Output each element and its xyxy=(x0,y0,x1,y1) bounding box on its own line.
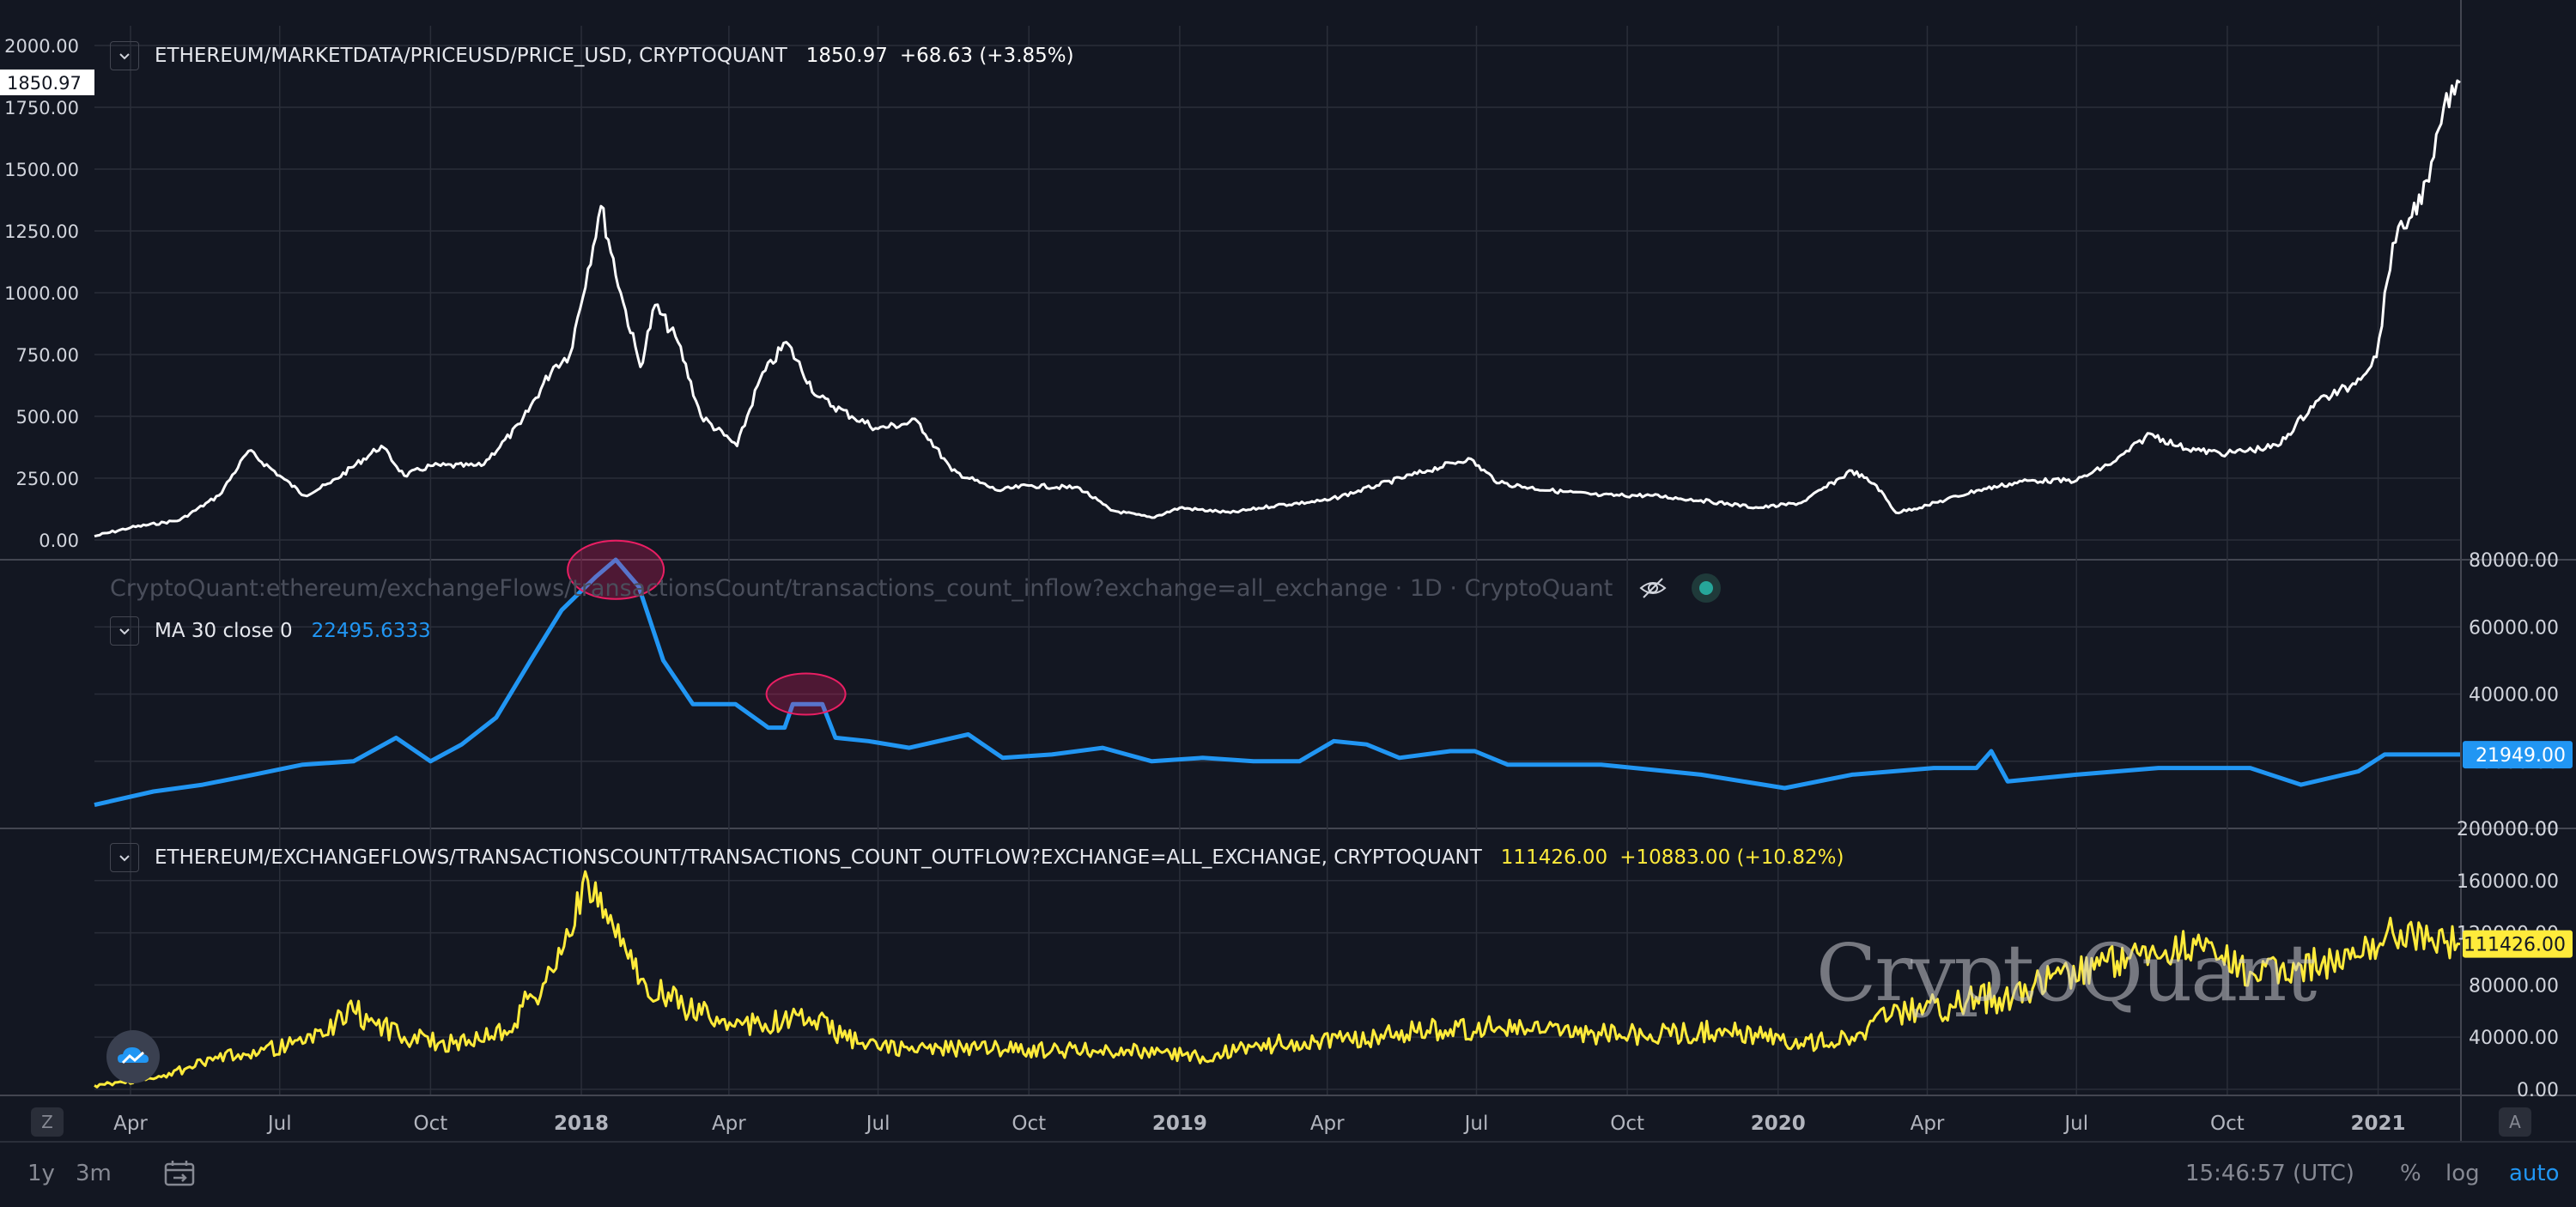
outflow-series-line xyxy=(94,870,2461,1089)
outflow-series-title: ETHEREUM/EXCHANGEFLOWS/TRANSACTIONSCOUNT… xyxy=(155,846,1482,869)
outflow-last-value-label xyxy=(2463,930,2573,958)
y-tick-label: 0.00 xyxy=(2517,1080,2559,1101)
y-tick-label: 2000.00 xyxy=(4,36,79,57)
clock-readout[interactable]: 15:46:57 (UTC) xyxy=(2185,1161,2354,1186)
x-tick-label: Apr xyxy=(1310,1113,1345,1135)
collapse-button[interactable] xyxy=(110,616,139,646)
cloud-logo-icon xyxy=(118,1047,149,1064)
zoom-left-button[interactable]: Z xyxy=(31,1107,64,1137)
percent-scale-button[interactable]: % xyxy=(2400,1161,2421,1186)
range-3m-button[interactable]: 3m xyxy=(76,1161,112,1186)
inflow-source-text: CryptoQuant:ethereum/exchangeFlows/trans… xyxy=(110,574,1613,602)
x-tick-label: 2019 xyxy=(1152,1113,1207,1135)
y-tick-label: 80000.00 xyxy=(2469,975,2559,997)
eye-off-icon[interactable] xyxy=(1638,573,1668,603)
y-tick-label: 40000.00 xyxy=(2469,685,2559,707)
y-tick-label: 750.00 xyxy=(16,345,79,366)
log-scale-button[interactable]: log xyxy=(2445,1161,2480,1186)
ma-value: 22495.6333 xyxy=(311,620,431,642)
series-layer xyxy=(94,79,2461,1089)
x-tick-label: Oct xyxy=(1012,1113,1046,1135)
y-tick-label: 160000.00 xyxy=(2457,871,2559,893)
ma-last-value-label-text: 21949.00 xyxy=(2476,745,2566,767)
x-tick-label: Oct xyxy=(413,1113,447,1135)
y-tick-label: 1750.00 xyxy=(4,98,79,118)
y-tick-label: 1000.00 xyxy=(4,283,79,304)
chevron-down-icon xyxy=(119,855,130,862)
ma-legend: MA 30 close 0 22495.6333 xyxy=(110,616,431,646)
x-tick-label: Apr xyxy=(712,1113,746,1135)
x-tick-label: 2021 xyxy=(2351,1113,2406,1135)
highlight-ellipse[interactable] xyxy=(567,539,665,600)
y-tick-label: 200000.00 xyxy=(2457,819,2559,840)
axes: Apr Jul Oct 2018 Apr Jul Oct 2019 Apr Jul Oct 2020 A… xyxy=(0,36,2573,1135)
highlight-ellipse[interactable] xyxy=(765,672,847,716)
y-tick-label: 0.00 xyxy=(39,531,79,551)
x-tick-label: 2020 xyxy=(1751,1113,1806,1135)
collapse-button[interactable] xyxy=(110,843,139,872)
y-tick-label: 80000.00 xyxy=(2469,550,2559,572)
collapse-button[interactable] xyxy=(110,41,139,70)
cryptoquant-logo-button[interactable] xyxy=(106,1030,160,1083)
inflow-source-line: CryptoQuant:ethereum/exchangeFlows/trans… xyxy=(110,573,1722,603)
price-legend: ETHEREUM/MARKETDATA/PRICEUSD/PRICE_USD, … xyxy=(110,41,1074,70)
x-tick-label: Apr xyxy=(113,1113,148,1135)
price-series-title: ETHEREUM/MARKETDATA/PRICEUSD/PRICE_USD, … xyxy=(155,45,787,67)
calendar-range-icon[interactable] xyxy=(163,1159,196,1188)
ma-title: MA 30 close 0 xyxy=(155,620,293,642)
chevron-down-icon xyxy=(119,53,130,60)
MA 30 close 0-series-line xyxy=(94,557,2460,808)
annotations xyxy=(567,539,847,716)
outflow-value: 111426.00 xyxy=(1500,846,1608,869)
chevron-down-icon xyxy=(119,628,130,635)
y-tick-label: 60000.00 xyxy=(2469,617,2559,639)
outflow-last-value-label-text: 111426.00 xyxy=(2464,935,2566,956)
x-tick-label: Jul xyxy=(266,1113,292,1135)
price-last-value-label-text: 1850.97 xyxy=(7,73,82,94)
x-tick-label: Apr xyxy=(1911,1113,1945,1135)
zoom-right-button[interactable]: A xyxy=(2499,1107,2531,1137)
x-tick-label: 2018 xyxy=(554,1113,609,1135)
y-tick-label: 0.00 xyxy=(2517,819,2559,840)
price-last-value-label xyxy=(0,69,94,95)
x-tick-label: Jul xyxy=(865,1113,890,1135)
y-tick-label: 500.00 xyxy=(16,407,79,428)
range-1y-button[interactable]: 1y xyxy=(27,1161,55,1186)
price-value: 1850.97 xyxy=(805,45,888,67)
price-series-line xyxy=(94,79,2461,538)
y-tick-label: 40000.00 xyxy=(2469,1028,2559,1049)
y-tick-label: 1500.00 xyxy=(4,160,79,180)
x-tick-label: Oct xyxy=(1610,1113,1644,1135)
auto-scale-button[interactable]: auto xyxy=(2509,1161,2560,1186)
price-change: +68.63 (+3.85%) xyxy=(899,45,1074,67)
outflow-change: +10883.00 (+10.82%) xyxy=(1619,846,1844,869)
x-tick-label: Jul xyxy=(2063,1113,2088,1135)
outflow-legend: ETHEREUM/EXCHANGEFLOWS/TRANSACTIONSCOUNT… xyxy=(110,843,1844,872)
watermark: CryptoQuant xyxy=(1816,927,2317,1019)
y-tick-label: 1250.00 xyxy=(4,221,79,242)
x-tick-label: Jul xyxy=(1463,1113,1489,1135)
status-dot-icon[interactable] xyxy=(1692,573,1722,603)
y-tick-label: 250.00 xyxy=(16,469,79,489)
x-tick-label: Oct xyxy=(2210,1113,2245,1135)
ma-last-value-label xyxy=(2463,741,2573,769)
